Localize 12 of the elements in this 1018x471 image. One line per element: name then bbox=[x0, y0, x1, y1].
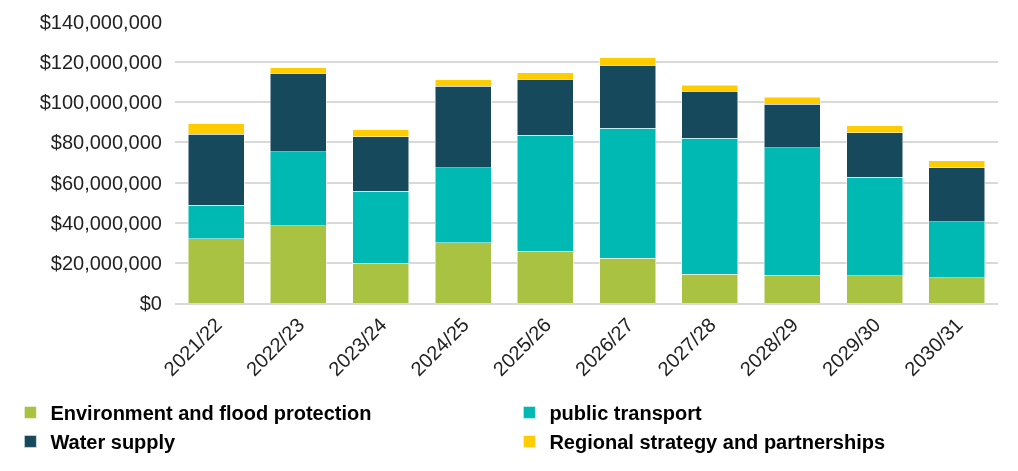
legend-label: Water supply bbox=[50, 431, 177, 454]
y-tick-label: $120,000,000 bbox=[39, 51, 162, 74]
legend-label: public transport bbox=[549, 402, 702, 425]
y-tick-label: $80,000,000 bbox=[50, 131, 162, 154]
legend-label: Regional strategy and partnerships bbox=[549, 431, 886, 454]
legend-label: Environment and flood protection bbox=[50, 402, 372, 425]
y-tick-label: $100,000,000 bbox=[39, 91, 162, 114]
y-tick-label: $60,000,000 bbox=[50, 171, 162, 194]
y-tick-label: $0 bbox=[139, 292, 162, 314]
y-tick-label: $40,000,000 bbox=[50, 211, 162, 234]
y-tick-label: $140,000,000 bbox=[39, 11, 162, 33]
y-tick-label: $20,000,000 bbox=[50, 251, 162, 274]
